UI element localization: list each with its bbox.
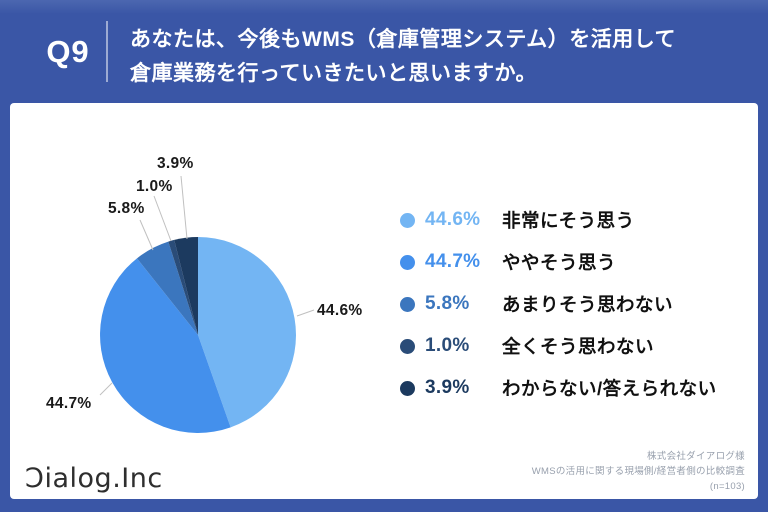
pie-chart bbox=[99, 175, 315, 433]
question-line-1: あなたは、今後もWMS（倉庫管理システム）を活用して bbox=[130, 28, 677, 51]
pie-label-strongly-agree: 44.6% bbox=[317, 302, 363, 319]
legend-item-strongly-agree: 44.6% 非常にそう思う bbox=[400, 199, 750, 241]
credit-survey-title: WMSの活用に関する現場側/経営者側の比較調査 bbox=[531, 466, 745, 477]
legend-item-dont-know: 3.9% わからない/答えられない bbox=[400, 367, 750, 409]
chart-card: 44.6% 44.7% 5.8% 1.0% 3.9% 44.6% 非常にそう思う… bbox=[10, 103, 758, 499]
pie-chart-area: 44.6% 44.7% 5.8% 1.0% 3.9% bbox=[30, 140, 410, 470]
legend-item-somewhat-agree: 44.7% ややそう思う bbox=[400, 241, 750, 283]
header: Q9 あなたは、今後もWMS（倉庫管理システム）を活用して 倉庫業務を行っていき… bbox=[0, 0, 768, 103]
leader-lines bbox=[99, 175, 315, 396]
dialog-inc-logo: Ɔialog.Inc bbox=[25, 463, 163, 494]
pie-label-somewhat-disagree: 5.8% bbox=[108, 200, 145, 217]
legend-percent: 44.6% bbox=[425, 209, 481, 230]
legend-dot-icon bbox=[400, 338, 415, 354]
question-number: Q9 bbox=[46, 34, 90, 69]
legend-dot-icon bbox=[400, 254, 415, 270]
legend-percent: 44.7% bbox=[425, 251, 481, 272]
question-line-2: 倉庫業務を行っていきたいと思いますか。 bbox=[130, 62, 538, 85]
header-divider bbox=[106, 21, 108, 82]
credit-company: 株式会社ダイアログ様 bbox=[646, 451, 745, 462]
pie-label-somewhat-agree: 44.7% bbox=[46, 395, 92, 412]
survey-credits: 株式会社ダイアログ様 WMSの活用に関する現場側/経営者側の比較調査 (n=10… bbox=[532, 449, 745, 494]
legend-item-somewhat-disagree: 5.8% あまりそう思わない bbox=[400, 283, 750, 325]
legend-dot-icon bbox=[400, 296, 415, 312]
legend-percent: 1.0% bbox=[425, 335, 470, 356]
legend-item-strongly-disagree: 1.0% 全くそう思わない bbox=[400, 325, 750, 367]
legend: 44.6% 非常にそう思う 44.7% ややそう思う 5.8% あまりそう思わな… bbox=[400, 199, 750, 409]
legend-percent: 5.8% bbox=[425, 293, 470, 314]
question-title: あなたは、今後もWMS（倉庫管理システム）を活用して 倉庫業務を行っていきたいと… bbox=[130, 23, 750, 91]
legend-percent: 3.9% bbox=[425, 377, 470, 398]
legend-label: 非常にそう思う bbox=[502, 210, 635, 231]
legend-label: わからない/答えられない bbox=[502, 378, 717, 399]
legend-label: ややそう思う bbox=[502, 252, 617, 273]
credit-sample-size: (n=103) bbox=[709, 481, 745, 492]
legend-label: あまりそう思わない bbox=[502, 294, 674, 315]
legend-dot-icon bbox=[400, 212, 415, 228]
pie-label-dont-know: 3.9% bbox=[157, 155, 194, 172]
pie-label-strongly-disagree: 1.0% bbox=[136, 178, 173, 195]
legend-label: 全くそう思わない bbox=[502, 336, 655, 357]
legend-dot-icon bbox=[400, 380, 415, 396]
